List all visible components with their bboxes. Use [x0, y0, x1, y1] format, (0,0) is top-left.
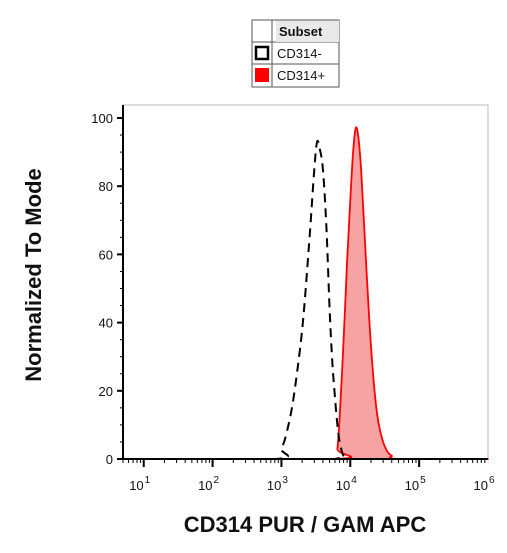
y-tick-label: 60 — [99, 247, 113, 262]
legend: Subset CD314- CD314+ — [251, 19, 340, 88]
legend-swatch-cd314-pos — [255, 68, 269, 82]
x-tick-label: 105 — [405, 475, 426, 493]
plot-frame — [122, 104, 489, 460]
y-axis-title: Normalized To Mode — [21, 168, 46, 382]
y-tick-label: 0 — [106, 452, 113, 467]
series-cd314-neg-line — [123, 139, 488, 461]
y-tick-label: 40 — [99, 316, 113, 331]
series-cd314-pos-area — [122, 126, 489, 460]
legend-header: Subset — [279, 24, 323, 39]
y-tick-label: 100 — [91, 111, 113, 126]
x-axis-title: CD314 PUR / GAM APC — [184, 512, 427, 537]
legend-label-cd314-pos: CD314+ — [277, 68, 325, 83]
legend-swatch-cd314-neg — [254, 45, 270, 61]
y-axis-ticks: 0 20 40 60 80 100 — [91, 111, 123, 467]
x-tick-label: 104 — [336, 475, 357, 493]
legend-label-cd314-neg: CD314- — [277, 46, 322, 61]
x-axis-ticks: 101 102 103 104 105 106 — [122, 459, 495, 493]
y-tick-label: 80 — [99, 179, 113, 194]
legend-header-bg — [276, 20, 339, 42]
x-tick-label: 106 — [473, 475, 494, 493]
x-tick-label: 102 — [198, 475, 219, 493]
y-tick-label: 20 — [99, 384, 113, 399]
x-tick-label: 101 — [129, 475, 150, 493]
x-tick-label: 103 — [267, 475, 288, 493]
